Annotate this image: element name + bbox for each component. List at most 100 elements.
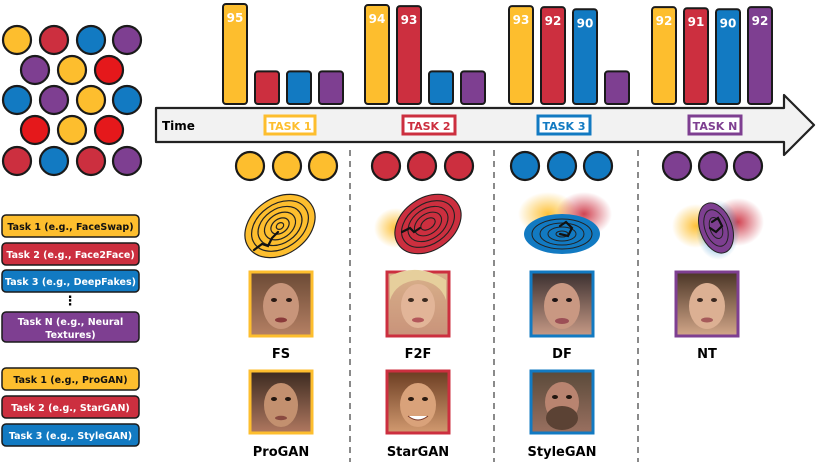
task-labels: TASK 1 TASK 2 TASK 3 TASK N [263,114,743,136]
accuracy-bar [286,70,312,106]
accuracy-bar [222,3,248,105]
task-sample-circle [509,150,541,182]
bar-value-label: 91 [688,15,705,29]
legend-gan-tasks: Task 1 (e.g., ProGAN) Task 2 (e.g., StarG… [1,367,140,447]
accuracy-bar [572,8,598,105]
accuracy-bar [318,70,344,106]
task-sample-circle [271,150,303,182]
accuracy-bar [508,5,534,106]
pool-sample-circle [111,145,143,177]
pool-sample-circle [19,114,51,146]
sample-pool [1,24,143,177]
pool-sample-circle [1,145,33,177]
legend-item: Task N (e.g., Neural Textures) [1,311,140,343]
pool-sample-circle [75,84,107,116]
task-sample-circle [234,150,266,182]
label-nt: NT [697,347,717,362]
bar-value-label: 95 [227,11,244,25]
bar-value-label: 90 [577,16,594,30]
label-fs: FS [272,347,290,362]
pool-sample-circle [38,145,70,177]
face-image-f2f [385,269,451,338]
pool-sample-circle [1,84,33,116]
label-f2f: F2F [405,347,432,362]
legend-item-text: Task 2 (e.g., StarGAN) [11,403,130,414]
pool-sample-circle [56,114,88,146]
legend-item: Task 1 (e.g., FaceSwap) [1,214,140,238]
face-image-progan [248,369,314,435]
legend-item-text: Textures) [45,330,95,341]
task-label-text: TASK 1 [268,120,311,133]
label-df: DF [552,347,572,362]
legend-item: Task 3 (e.g., DeepFakes) [1,269,140,293]
timeline-arrow [154,93,816,157]
pool-sample-circle [38,24,70,56]
pool-sample-circle [75,145,107,177]
task-sample-circle [370,150,402,182]
pool-sample-circle [1,24,33,56]
task-label-4: TASK N [687,114,743,136]
task-label-text: TASK 2 [407,120,450,133]
legend-item-text: Task 1 (e.g., FaceSwap) [7,222,133,233]
accuracy-bar [715,8,741,105]
pool-sample-circle [111,84,143,116]
bar-value-label: 93 [513,13,530,27]
task-separators [349,150,639,462]
task-sample-circle [697,150,729,182]
task-label-1: TASK 1 [263,114,317,136]
loss-landscape-task1 [244,193,316,259]
accuracy-bar [604,70,630,106]
pool-sample-circle [111,24,143,56]
task-sample-circle [307,150,339,182]
task-label-text: TASK N [693,120,738,133]
legend-item-text: Task N (e.g., Neural [18,317,123,328]
accuracy-bar [683,7,709,106]
accuracy-bar [747,6,773,105]
pool-sample-circle [75,24,107,56]
accuracy-bars: 95 94 93 93 92 90 92 91 90 92 [222,3,773,106]
face-image-stargan [385,369,451,435]
accuracy-bar [396,5,422,106]
task-sample-circle [582,150,614,182]
bar-value-label: 94 [369,12,386,26]
deepfake-face-images [248,269,740,338]
bar-value-label: 93 [401,13,418,27]
legend-ellipsis: ⋮ [64,294,77,309]
face-image-nt [674,270,740,338]
bar-value-label: 92 [545,14,562,28]
accuracy-bar [254,70,280,106]
face-image-df [529,270,595,338]
task-label-3: TASK 3 [536,114,592,136]
legend-item-text: Task 3 (e.g., DeepFakes) [5,277,136,288]
accuracy-bar [364,4,390,105]
pool-sample-circle [93,54,125,86]
accuracy-bar [428,70,454,106]
pool-sample-circle [19,54,51,86]
accuracy-bar [540,6,566,105]
face-image-stylegan [529,369,595,435]
task-sample-circle [406,150,438,182]
loss-landscape-taskN [672,198,764,260]
legend-item-text: Task 2 (e.g., Face2Face) [6,250,134,261]
task-sample-circle [443,150,475,182]
loss-landscape-task2 [374,193,462,255]
label-stylegan: StyleGAN [528,445,597,460]
legend-item: Task 2 (e.g., StarGAN) [1,395,140,419]
accuracy-bar [651,6,677,105]
pool-sample-circle [56,54,88,86]
task-sample-circles [234,150,764,182]
legend-item: Task 2 (e.g., Face2Face) [1,242,140,266]
task-sample-circle [546,150,578,182]
pool-sample-circle [93,114,125,146]
label-stargan: StarGAN [387,445,449,460]
accuracy-bar [460,70,486,106]
bar-value-label: 92 [656,14,673,28]
legend-item-text: Task 1 (e.g., ProGAN) [13,375,127,386]
loss-landscapes [244,192,764,260]
label-progan: ProGAN [253,445,309,460]
legend-item-text: Task 3 (e.g., StyleGAN) [9,431,132,442]
face-image-fs [248,270,314,338]
loss-landscape-task3 [518,192,612,254]
pool-sample-circle [38,84,70,116]
